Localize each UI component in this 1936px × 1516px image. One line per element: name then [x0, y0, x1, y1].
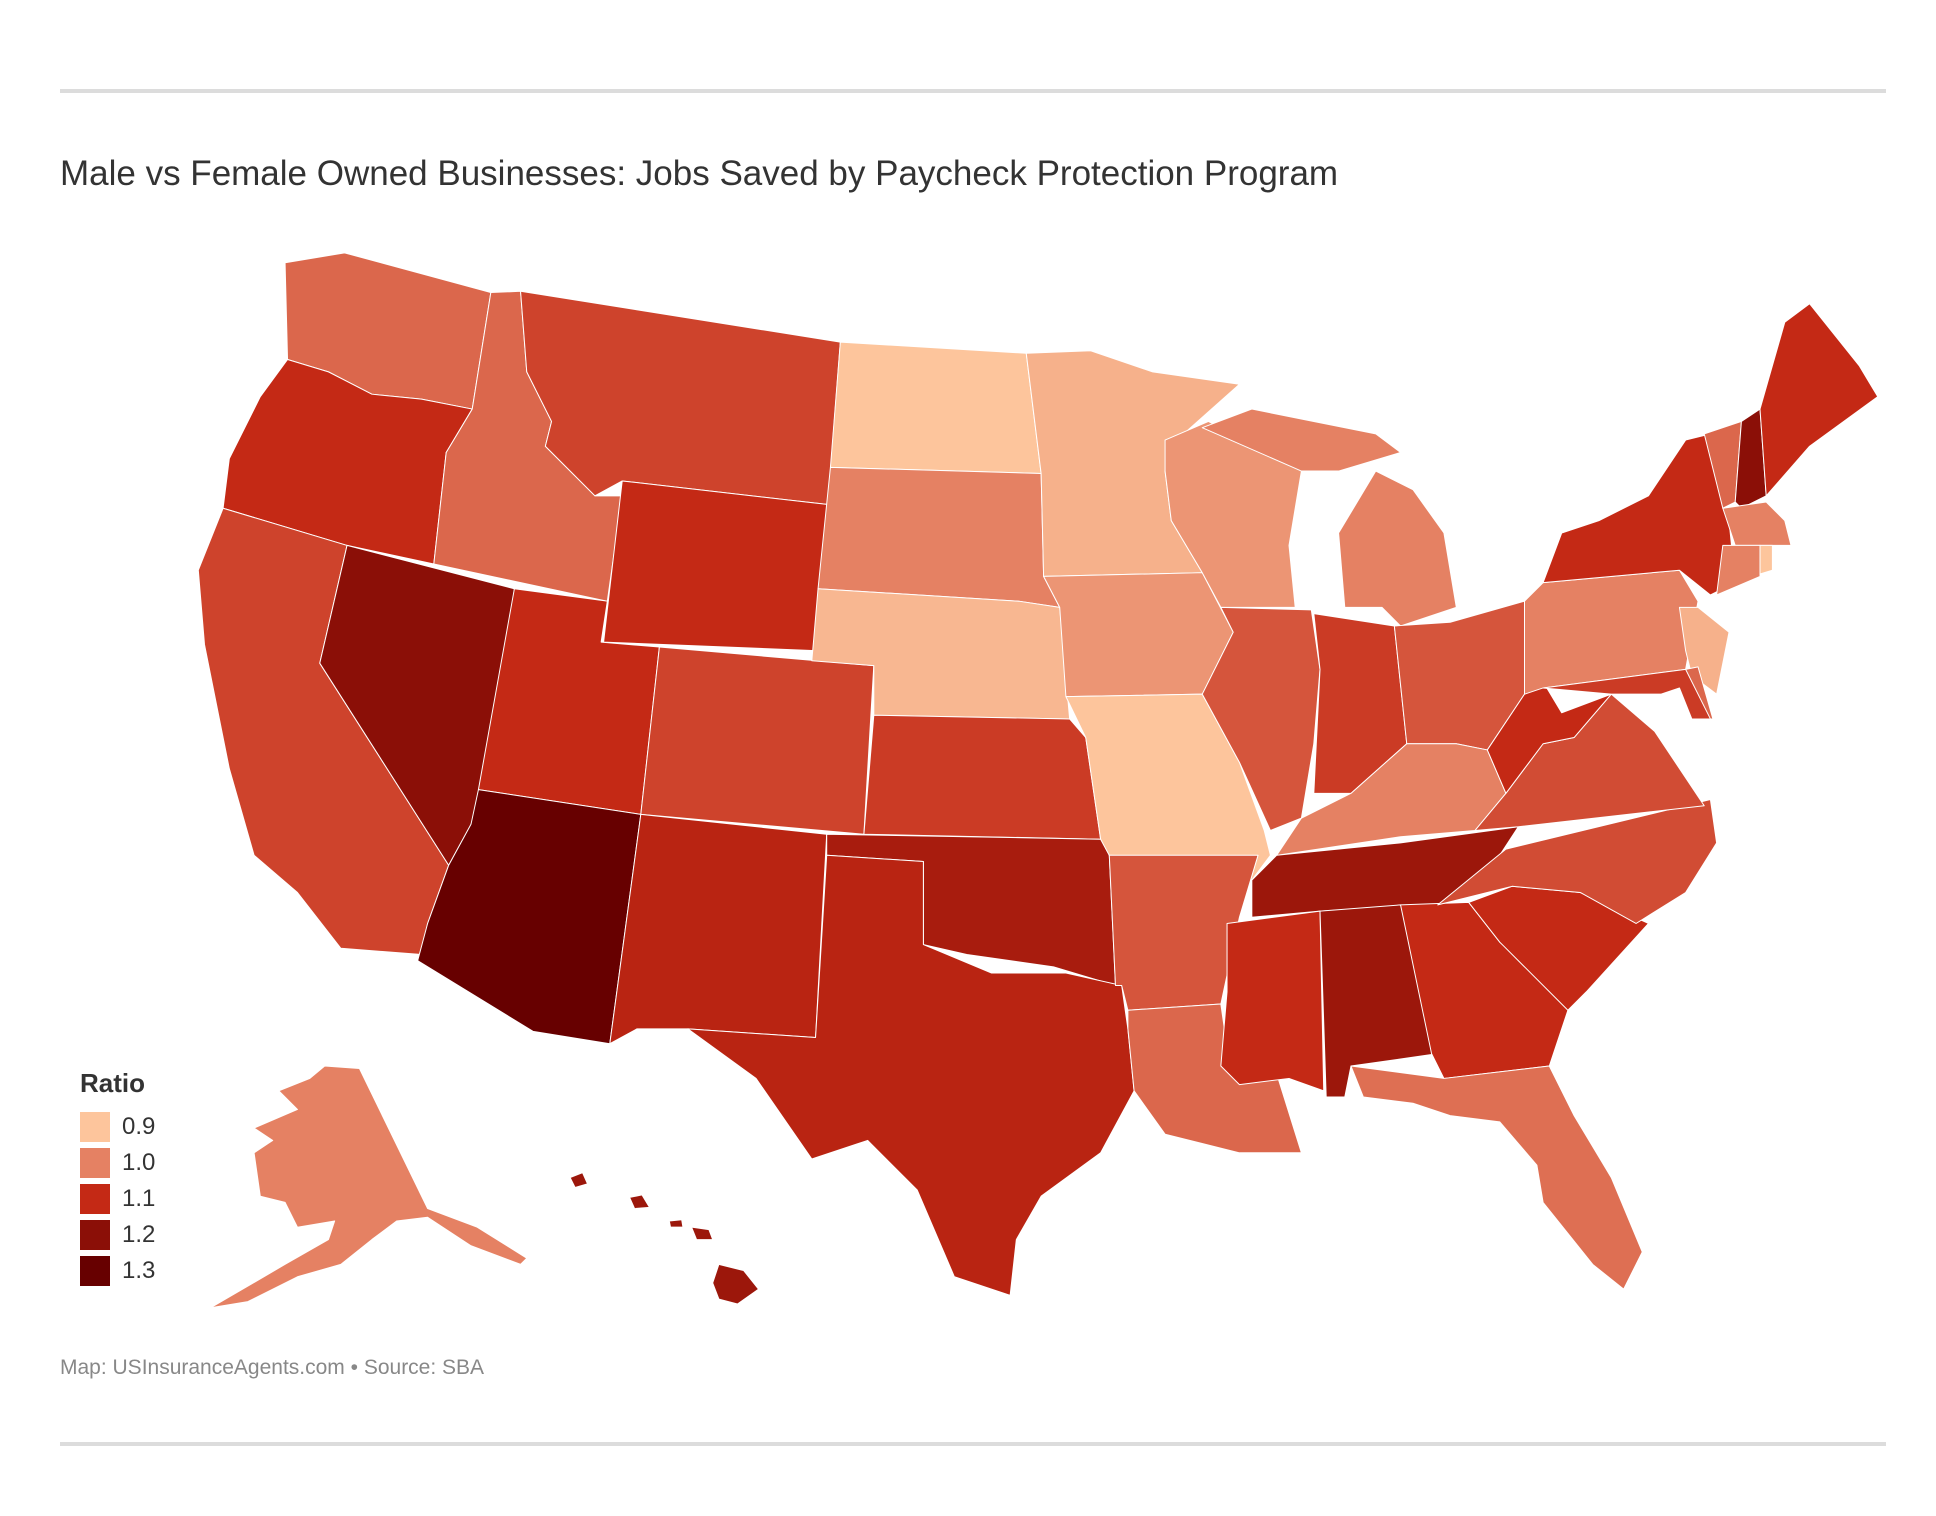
state-shape-ct[interactable] [1716, 544, 1761, 596]
legend-item: 1.3 [80, 1253, 155, 1289]
legend-item: 1.2 [80, 1217, 155, 1253]
top-divider [60, 89, 1886, 93]
state-ct[interactable] [1716, 544, 1761, 596]
state-nh[interactable] [1734, 408, 1767, 509]
state-ak[interactable] [210, 1065, 528, 1309]
legend-swatch [80, 1148, 110, 1178]
legend-swatch [80, 1112, 110, 1142]
state-shape-me[interactable] [1759, 303, 1879, 497]
legend-swatch [80, 1184, 110, 1214]
state-me[interactable] [1759, 303, 1879, 497]
state-mi[interactable] [1201, 408, 1457, 627]
legend-item: 0.9 [80, 1109, 155, 1145]
state-ri[interactable] [1759, 544, 1773, 575]
state-shape-mi[interactable] [1338, 470, 1457, 627]
state-shape-hi[interactable] [569, 1172, 588, 1189]
state-shape-mi[interactable] [1201, 408, 1402, 472]
state-shape-il[interactable] [1201, 606, 1321, 832]
bottom-divider [60, 1442, 1886, 1446]
state-shape-hi[interactable] [668, 1219, 684, 1228]
state-ks[interactable] [863, 714, 1102, 840]
legend-item: 1.0 [80, 1145, 155, 1181]
state-tx[interactable] [687, 854, 1135, 1296]
state-wy[interactable] [603, 480, 829, 652]
source-credit: Map: USInsuranceAgents.com • Source: SBA [60, 1356, 485, 1379]
state-md[interactable] [1542, 668, 1711, 720]
state-shape-wy[interactable] [603, 480, 829, 652]
state-shape-ny[interactable] [1542, 433, 1736, 596]
state-shape-nc[interactable] [1437, 799, 1718, 924]
state-shape-ma[interactable] [1722, 501, 1792, 546]
state-shape-sd[interactable] [817, 466, 1061, 608]
state-shape-ak[interactable] [210, 1065, 528, 1309]
state-fl[interactable] [1350, 1065, 1643, 1290]
state-shape-nh[interactable] [1734, 408, 1767, 509]
state-shape-ri[interactable] [1759, 544, 1773, 575]
state-shape-hi[interactable] [629, 1194, 650, 1210]
state-shape-nd[interactable] [829, 341, 1042, 475]
state-nc[interactable] [1437, 799, 1718, 924]
state-shape-hi[interactable] [712, 1263, 760, 1305]
legend-label: 1.2 [122, 1221, 156, 1248]
state-shape-tx[interactable] [687, 854, 1135, 1296]
state-ia[interactable] [1043, 572, 1234, 698]
state-shape-md[interactable] [1542, 668, 1711, 720]
state-co[interactable] [640, 646, 875, 835]
state-shape-fl[interactable] [1350, 1065, 1643, 1290]
state-il[interactable] [1201, 606, 1321, 832]
legend-swatch [80, 1220, 110, 1250]
state-shape-hi[interactable] [691, 1226, 714, 1241]
legend-item: 1.1 [80, 1181, 155, 1217]
legend: Ratio 0.9 1.0 1.1 1.2 1.3 [80, 1068, 155, 1289]
state-ma[interactable] [1722, 501, 1792, 546]
state-hi[interactable] [569, 1172, 760, 1305]
state-shape-ia[interactable] [1043, 572, 1234, 698]
state-nd[interactable] [829, 341, 1042, 475]
state-ms[interactable] [1220, 910, 1325, 1092]
state-ny[interactable] [1542, 433, 1736, 596]
legend-title: Ratio [80, 1068, 145, 1098]
legend-label: 1.0 [122, 1149, 156, 1176]
state-nm[interactable] [609, 813, 828, 1045]
state-shape-co[interactable] [640, 646, 875, 835]
state-shape-ks[interactable] [863, 714, 1102, 840]
map-title: Male vs Female Owned Businesses: Jobs Sa… [60, 154, 1339, 193]
state-sd[interactable] [817, 466, 1061, 608]
legend-swatch [80, 1256, 110, 1286]
legend-label: 0.9 [122, 1113, 156, 1140]
legend-label: 1.1 [122, 1185, 156, 1212]
state-shape-nm[interactable] [609, 813, 828, 1045]
state-shape-ms[interactable] [1220, 910, 1325, 1092]
legend-label: 1.3 [122, 1257, 156, 1284]
